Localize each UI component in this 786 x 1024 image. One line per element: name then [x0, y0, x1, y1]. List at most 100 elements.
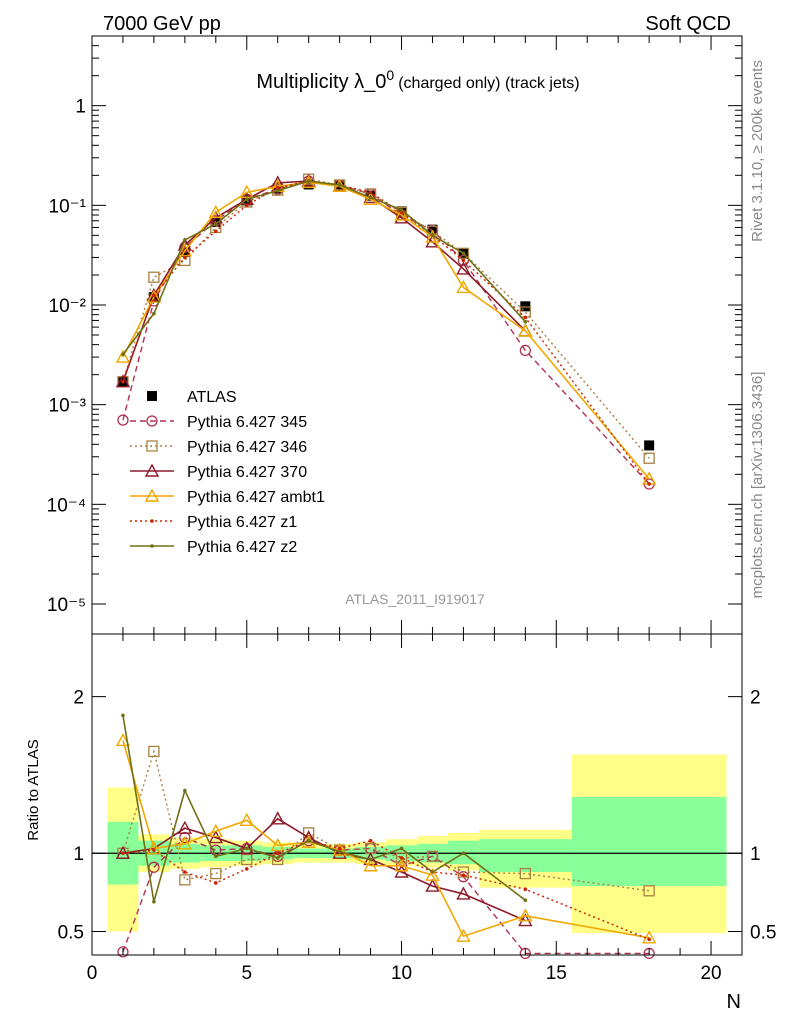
ratio-series-z2 — [121, 713, 528, 904]
ratio-point — [461, 873, 466, 877]
ratio-point — [241, 853, 253, 866]
ratio-point — [275, 856, 280, 860]
ratio-point — [214, 854, 218, 859]
ratio-point — [121, 851, 125, 856]
series-line — [122, 180, 526, 355]
ratio-point — [457, 866, 470, 878]
ratio-point — [456, 928, 471, 942]
legend-entry: Pythia 6.427 z1 — [130, 514, 297, 531]
ratio-point — [152, 899, 156, 904]
ratio-point — [239, 812, 254, 827]
header-right: Soft QCD — [645, 13, 731, 35]
ratio-point — [115, 733, 131, 747]
ratio-point — [368, 857, 373, 862]
data-point — [519, 344, 531, 357]
ratio-point — [332, 842, 347, 856]
data-point — [461, 258, 466, 263]
ratio-line — [122, 715, 526, 902]
ratio-point — [244, 867, 249, 871]
legend-entry: Pythia 6.427 345 — [130, 414, 307, 431]
legend-marker — [147, 391, 157, 401]
y-tick-label: 10⁻² — [49, 296, 87, 317]
header-left: 7000 GeV pp — [103, 13, 221, 35]
ratio-point — [395, 852, 408, 864]
data-point — [518, 323, 533, 337]
title-sup: 0 — [386, 67, 394, 83]
data-point — [275, 185, 280, 190]
x-tick-label: 0 — [87, 963, 98, 984]
data-point — [456, 279, 471, 294]
legend-entry: Pythia 6.427 346 — [130, 439, 307, 456]
legend-label: Pythia 6.427 z1 — [187, 514, 297, 531]
legend-marker — [146, 415, 158, 427]
data-point — [399, 208, 404, 212]
x-tick-label: 20 — [700, 963, 721, 984]
data-point — [647, 482, 651, 486]
ratio-y-label: Ratio to ATLAS — [25, 739, 42, 840]
series-line — [122, 181, 650, 480]
data-point — [306, 179, 311, 183]
legend-entry: ATLAS — [147, 389, 237, 406]
ratio-point — [275, 851, 280, 856]
uncertainty-band-inner — [478, 839, 572, 873]
data-point — [457, 247, 470, 259]
plot-title: Multiplicity λ_00 (charged only) (track j… — [256, 67, 579, 93]
watermark: ATLAS_2011_I919017 — [345, 591, 485, 607]
data-point — [239, 184, 254, 199]
ratio-point — [152, 848, 156, 852]
ratio-y-tick-label: 2 — [73, 688, 84, 709]
y-tick-label: 10⁻⁴ — [47, 495, 86, 516]
ratio-point — [117, 946, 129, 958]
ratio-point — [426, 850, 439, 863]
ratio-y-tick-label-right: 0.5 — [750, 923, 776, 944]
data-point — [208, 204, 223, 219]
ratio-point — [337, 849, 342, 854]
ratio-point — [425, 878, 440, 892]
ratio-point — [399, 846, 404, 851]
ratio-point — [177, 820, 193, 834]
ratio-point — [179, 874, 191, 886]
ratio-point — [146, 841, 162, 855]
main-panel: 10⁻⁵ 10⁻⁴ 10⁻³ 10⁻² 10⁻¹ 1 — [47, 35, 743, 635]
ratio-point — [394, 858, 409, 872]
ratio-panel: 0.5 0.51 12 20 5 10 15 20 — [58, 633, 776, 984]
y-tick-label: 10⁻³ — [49, 396, 87, 417]
ratio-point — [461, 851, 466, 856]
data-point — [520, 301, 531, 312]
data-point — [214, 229, 218, 234]
legend-marker — [144, 463, 160, 477]
x-tick-label: 15 — [546, 963, 567, 984]
data-point — [117, 414, 129, 426]
series-data — [117, 179, 655, 451]
ratio-point — [523, 898, 528, 902]
ratio-point — [183, 788, 187, 793]
y-tick-label: 10⁻¹ — [49, 196, 87, 217]
data-point — [214, 222, 218, 226]
legend-entry: Pythia 6.427 z2 — [130, 539, 297, 556]
ratio-point — [183, 870, 187, 874]
legend-label: Pythia 6.427 370 — [187, 464, 307, 481]
data-point — [275, 188, 280, 193]
series-line — [122, 180, 526, 382]
data-point — [644, 440, 655, 451]
ratio-point — [239, 841, 254, 855]
legend-label: ATLAS — [187, 389, 237, 406]
y-tick-label: 10⁻⁵ — [47, 595, 86, 616]
data-point — [148, 271, 160, 283]
x-tick-label: 5 — [241, 963, 252, 984]
data-point — [115, 374, 131, 388]
ratio-y-tick-label-right: 2 — [750, 688, 761, 709]
legend-label: Pythia 6.427 345 — [187, 414, 307, 431]
series-line — [122, 180, 650, 485]
data-point — [523, 319, 528, 324]
data-point — [183, 238, 187, 242]
ratio-y-tick-label-right: 1 — [750, 844, 761, 865]
ratio-point — [363, 858, 378, 872]
data-point — [461, 251, 466, 256]
ratio-point — [430, 870, 435, 874]
legend-marker — [150, 544, 154, 548]
ratio-point — [244, 846, 249, 851]
data-point — [244, 197, 249, 202]
ratio-point — [456, 886, 471, 900]
